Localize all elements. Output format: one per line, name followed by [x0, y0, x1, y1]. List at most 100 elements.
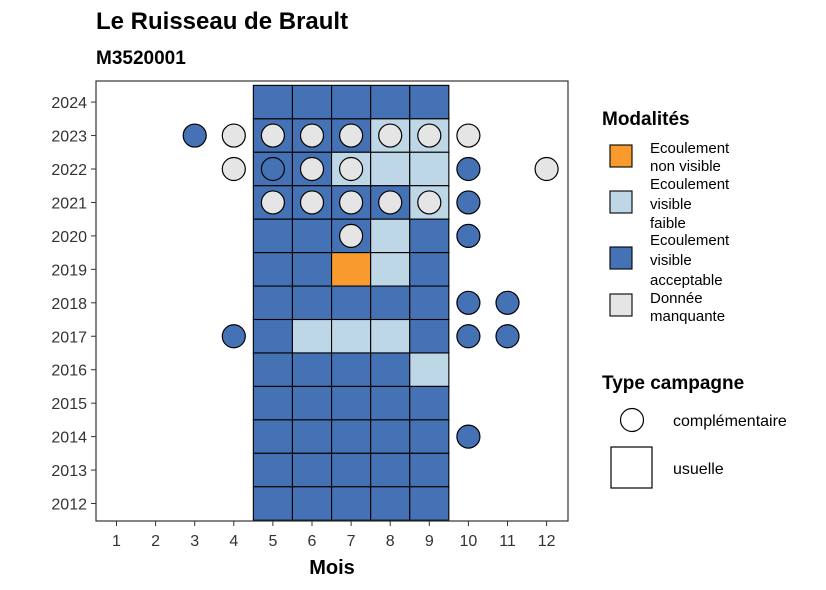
point-2017-10: [456, 324, 481, 349]
y-tick-label-2022: 2022: [51, 162, 87, 179]
legend-label-ecoulement-non-visible-line-2: non visible: [650, 158, 721, 175]
legend-shape-usuelle: [610, 446, 653, 489]
point-2022-4: [221, 156, 246, 182]
x-axis-title: Mois: [309, 557, 355, 579]
cell-2014-9: [409, 419, 450, 454]
legend-label-ecoulement-visible-acceptable-line-1: Ecoulement: [650, 232, 730, 249]
complementaire-points: [182, 123, 559, 449]
cell-2015-8: [370, 385, 411, 421]
x-tick-label-4: 4: [229, 533, 238, 550]
point-2021-10: [456, 190, 481, 215]
x-tick-label-11: 11: [499, 533, 516, 550]
point-2022-5: [260, 156, 285, 182]
cell-2016-6: [291, 352, 333, 387]
cell-2013-6: [291, 452, 333, 488]
point-2018-11: [495, 290, 520, 315]
cell-2022-8: [370, 151, 411, 187]
cell-2020-6: [291, 218, 333, 254]
x-tick-label-1: 1: [112, 533, 121, 550]
cell-2020-8: [370, 218, 411, 254]
x-tick-label-5: 5: [268, 533, 277, 550]
x-tick-label-10: 10: [460, 533, 478, 550]
cell-2015-7: [330, 385, 372, 421]
y-tick-label-2016: 2016: [51, 363, 87, 380]
cell-2017-9: [409, 318, 450, 354]
cell-2013-5: [252, 452, 294, 488]
cell-2015-9: [409, 385, 450, 421]
cell-2024-5: [252, 84, 294, 120]
cell-2018-7: [330, 285, 372, 321]
cell-2017-7: [330, 318, 372, 354]
y-tick-label-2020: 2020: [51, 229, 87, 246]
cell-2018-6: [291, 285, 333, 321]
point-2023-9: [417, 123, 442, 148]
legend-label-donnee-manquante-line-2: manquante: [650, 308, 725, 325]
cell-2016-5: [252, 352, 294, 387]
cell-2018-9: [409, 285, 450, 321]
cell-2013-8: [370, 452, 411, 488]
cell-2014-8: [370, 419, 411, 454]
legend-label-ecoulement-non-visible-line-1: Ecoulement: [650, 140, 730, 157]
cell-2012-8: [370, 486, 411, 521]
point-2020-7: [339, 223, 364, 248]
chart-title: Le Ruisseau de Brault: [96, 8, 348, 35]
x-tick-label-2: 2: [151, 533, 160, 550]
cell-2022-9: [409, 151, 450, 187]
legend-key-ecoulement-visible-faible: [609, 190, 633, 214]
point-2020-10: [456, 223, 481, 248]
point-2023-6: [299, 123, 325, 148]
cell-2016-9: [409, 352, 450, 387]
usuelle-cells: [252, 84, 450, 521]
y-tick-label-2013: 2013: [51, 463, 87, 480]
cell-2024-8: [370, 84, 411, 120]
point-2022-12: [534, 156, 559, 182]
cell-2015-5: [252, 385, 294, 421]
cell-2014-6: [291, 419, 333, 454]
point-2023-8: [378, 123, 403, 148]
legend-label-complementaire: complémentaire: [673, 413, 787, 430]
cell-2014-7: [330, 419, 372, 454]
x-axis: 1 2 3 4 5 6 7 8 9 10 11 12: [112, 521, 556, 550]
cell-2020-5: [252, 218, 294, 254]
cell-2013-7: [330, 452, 372, 488]
y-tick-label-2018: 2018: [51, 296, 87, 313]
legend-campagne-title: Type campagne: [602, 373, 744, 394]
cell-2012-6: [291, 486, 333, 521]
x-tick-label-6: 6: [308, 533, 317, 550]
legend-label-usuelle: usuelle: [673, 461, 724, 478]
y-tick-label-2023: 2023: [51, 129, 87, 146]
y-tick-label-2021: 2021: [51, 195, 87, 212]
point-2021-7: [339, 190, 364, 215]
cell-2016-7: [330, 352, 372, 387]
point-2014-10: [456, 424, 481, 449]
point-2017-4: [221, 324, 246, 349]
legend-label-ecoulement-visible-faible-line-1: Ecoulement: [650, 176, 730, 193]
x-tick-label-12: 12: [538, 533, 556, 550]
legend-key-donnee-manquante: [609, 293, 633, 317]
cell-2017-6: [291, 318, 333, 354]
legend-shape-complementaire: [619, 407, 645, 433]
cell-2012-5: [252, 486, 294, 521]
x-tick-label-9: 9: [425, 533, 434, 550]
point-2023-10: [456, 123, 481, 148]
legend-label-ecoulement-visible-acceptable-line-2: visible: [650, 252, 692, 269]
point-2018-10: [456, 290, 481, 315]
point-2021-8: [378, 190, 403, 215]
legend-modalites-title: Modalités: [602, 109, 690, 130]
legend-label-ecoulement-visible-faible-line-2: visible: [650, 196, 692, 213]
cell-2019-6: [291, 252, 333, 287]
cell-2024-6: [291, 84, 333, 120]
point-2023-7: [339, 123, 364, 148]
x-tick-label-3: 3: [190, 533, 199, 550]
cell-2019-8: [370, 252, 411, 287]
x-tick-label-8: 8: [386, 533, 395, 550]
cell-2017-5: [252, 318, 294, 354]
point-2021-6: [299, 190, 325, 215]
y-tick-label-2019: 2019: [51, 262, 87, 279]
cell-2015-6: [291, 385, 333, 421]
cell-2020-9: [409, 218, 450, 254]
plot-border: [95, 80, 569, 522]
legend-campagne: Type campagne complémentaire usuelle: [602, 373, 787, 489]
